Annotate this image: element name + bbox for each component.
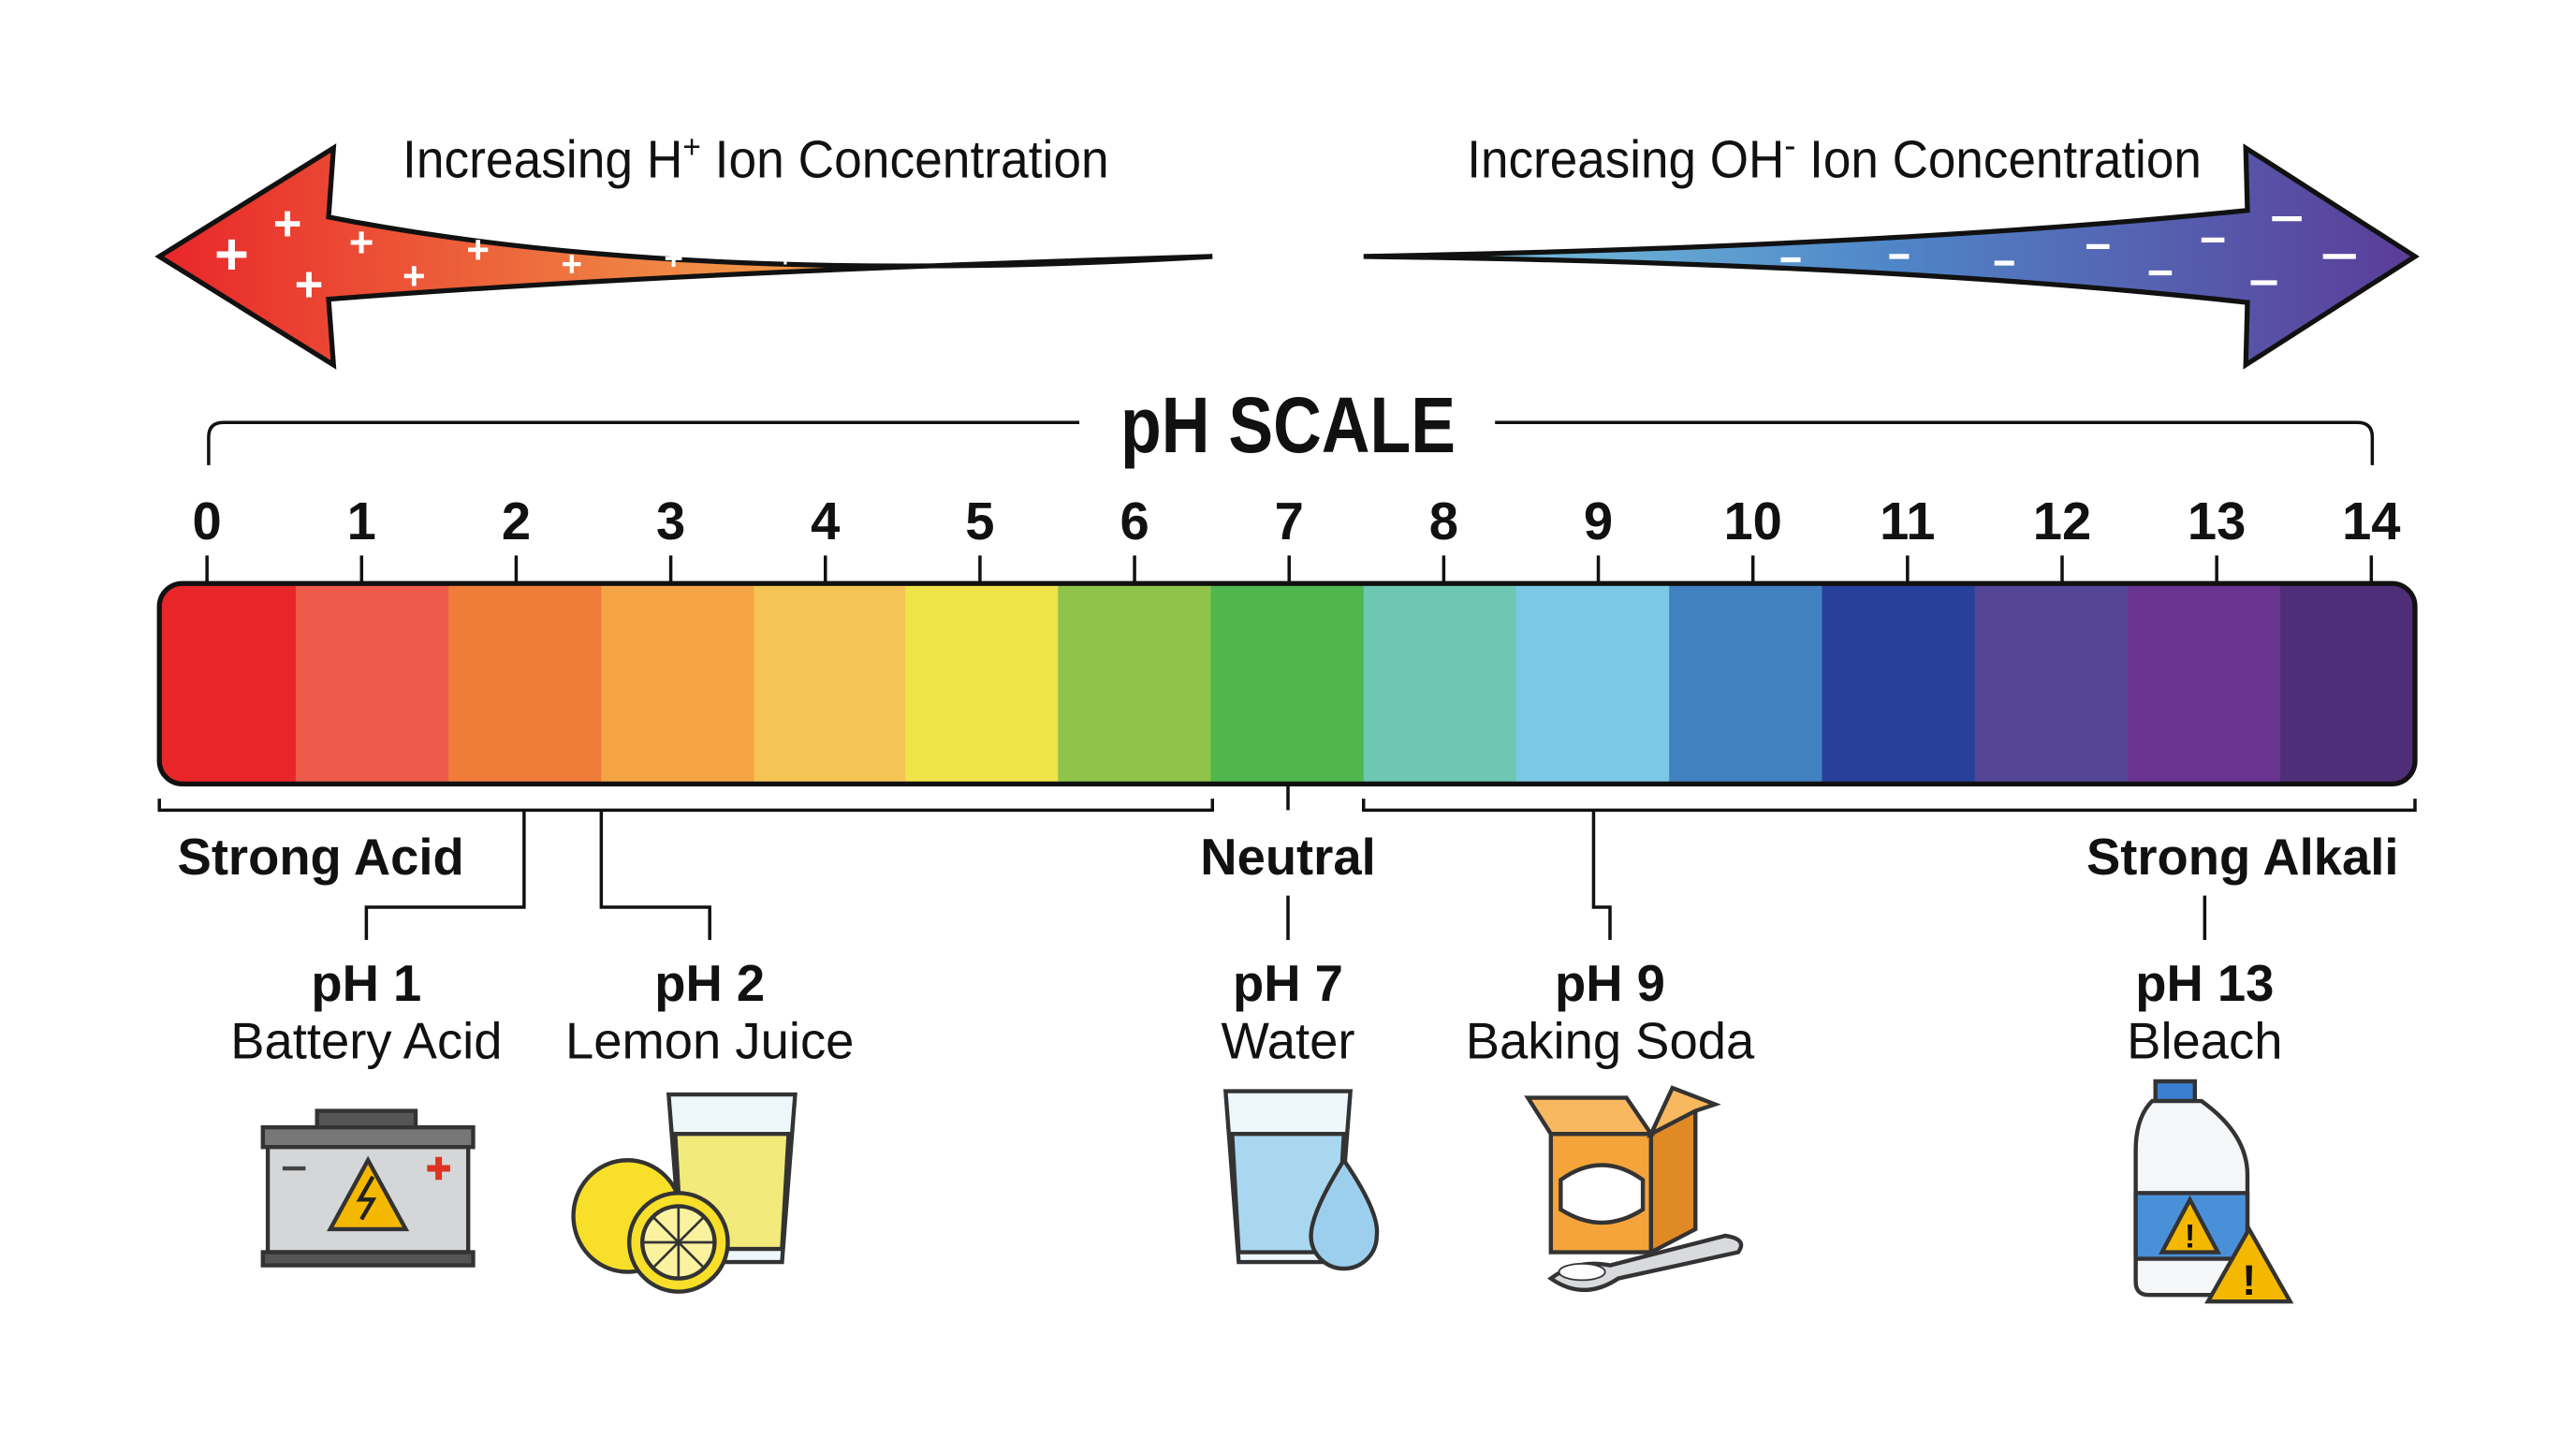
acid-arrow-label: Increasing H+ Ion Concentration xyxy=(402,129,1109,189)
ph-number-9: 9 xyxy=(1584,492,1613,550)
ph-segment-2 xyxy=(448,583,603,785)
ph-segment-13 xyxy=(2127,583,2281,785)
example-name: Water xyxy=(1221,1012,1354,1069)
svg-text:+: + xyxy=(295,257,324,312)
ph-number-5: 5 xyxy=(965,492,994,550)
scale-bracket xyxy=(207,420,2375,465)
svg-text:+: + xyxy=(273,196,302,251)
example-ph: pH 9 xyxy=(1555,955,1665,1012)
svg-text:+: + xyxy=(214,222,249,287)
ph-number-13: 13 xyxy=(2188,492,2246,550)
base-arrow: Increasing OH- Ion Concentration xyxy=(1363,126,2420,370)
ph-segment-7 xyxy=(1210,583,1365,785)
example-ph: pH 7 xyxy=(1233,955,1343,1012)
svg-text:!: ! xyxy=(2185,1218,2196,1255)
ph-number-3: 3 xyxy=(656,492,685,550)
ph-number-10: 10 xyxy=(1723,492,1781,550)
example-baking-soda: pH 9 Baking Soda xyxy=(1466,955,1755,1293)
example-name: Baking Soda xyxy=(1466,1012,1755,1069)
example-battery-acid: pH 1 Battery Acid xyxy=(230,955,503,1268)
svg-text:+: + xyxy=(466,227,490,271)
example-name: Battery Acid xyxy=(230,1012,502,1069)
ph-segment-14 xyxy=(2280,583,2415,785)
ph-number-1: 1 xyxy=(347,492,376,550)
ph-number-6: 6 xyxy=(1120,492,1149,550)
ph-number-7: 7 xyxy=(1275,492,1304,550)
example-ph: pH 13 xyxy=(2135,955,2274,1012)
ph-color-bar xyxy=(159,583,2415,785)
example-ph: pH 1 xyxy=(311,955,421,1012)
ph-numbers: 0 1 2 3 4 5 6 7 8 9 10 11 12 13 14 xyxy=(193,492,2401,550)
base-arrow-label: Increasing OH- Ion Concentration xyxy=(1467,126,2202,189)
example-ph: pH 2 xyxy=(654,955,765,1012)
ph-number-2: 2 xyxy=(502,492,531,550)
example-name: Lemon Juice xyxy=(565,1012,854,1069)
svg-text:+: + xyxy=(778,242,793,271)
lemon-juice-icon xyxy=(571,1092,798,1294)
ph-number-8: 8 xyxy=(1429,492,1458,550)
page-title: pH SCALE xyxy=(1120,381,1456,469)
plus-signs-icon: + + + + + + + + + xyxy=(214,196,793,312)
acid-arrow: + + + + + + + + + Increasing H+ Ion Conc… xyxy=(154,129,1213,370)
water-glass-icon xyxy=(1222,1089,1380,1271)
ph-segment-4 xyxy=(754,583,906,785)
connector-lines xyxy=(364,810,2207,941)
neutral-label: Neutral xyxy=(1200,829,1375,886)
ph-segment-3 xyxy=(601,583,755,785)
ph-number-11: 11 xyxy=(1880,492,1935,550)
ph-segment-1 xyxy=(295,583,450,785)
svg-text:+: + xyxy=(561,244,582,285)
svg-text:+: + xyxy=(349,218,374,266)
example-lemon-juice: pH 2 Lemon Juice xyxy=(565,955,854,1294)
baking-soda-icon xyxy=(1524,1085,1744,1293)
example-bleach: pH 13 Bleach ! ! xyxy=(2127,955,2294,1304)
ph-number-14: 14 xyxy=(2342,492,2400,550)
ph-segment-10 xyxy=(1669,583,1823,785)
svg-text:!: ! xyxy=(2242,1256,2256,1304)
battery-icon xyxy=(260,1108,476,1268)
region-brackets xyxy=(157,784,2417,813)
ph-segment-11 xyxy=(1822,583,1976,785)
ph-ticks xyxy=(205,555,2374,584)
ph-number-4: 4 xyxy=(811,492,840,550)
ph-segment-8 xyxy=(1363,583,1517,785)
strong-alkali-label: Strong Alkali xyxy=(2086,829,2398,886)
ph-number-0: 0 xyxy=(193,492,222,550)
svg-text:+: + xyxy=(664,241,683,277)
ph-segment-12 xyxy=(1974,583,2129,785)
strong-acid-label: Strong Acid xyxy=(178,829,464,886)
ph-segment-5 xyxy=(905,583,1060,785)
minus-signs-icon xyxy=(1780,215,2356,286)
svg-text:+: + xyxy=(402,254,426,298)
example-water: pH 7 Water xyxy=(1221,955,1380,1271)
ph-segment-6 xyxy=(1058,583,1212,785)
bleach-icon: ! ! xyxy=(2133,1078,2294,1304)
ph-number-12: 12 xyxy=(2033,492,2091,550)
ph-segment-9 xyxy=(1515,583,1671,785)
example-name: Bleach xyxy=(2127,1012,2282,1069)
ph-segment-0 xyxy=(159,583,297,785)
